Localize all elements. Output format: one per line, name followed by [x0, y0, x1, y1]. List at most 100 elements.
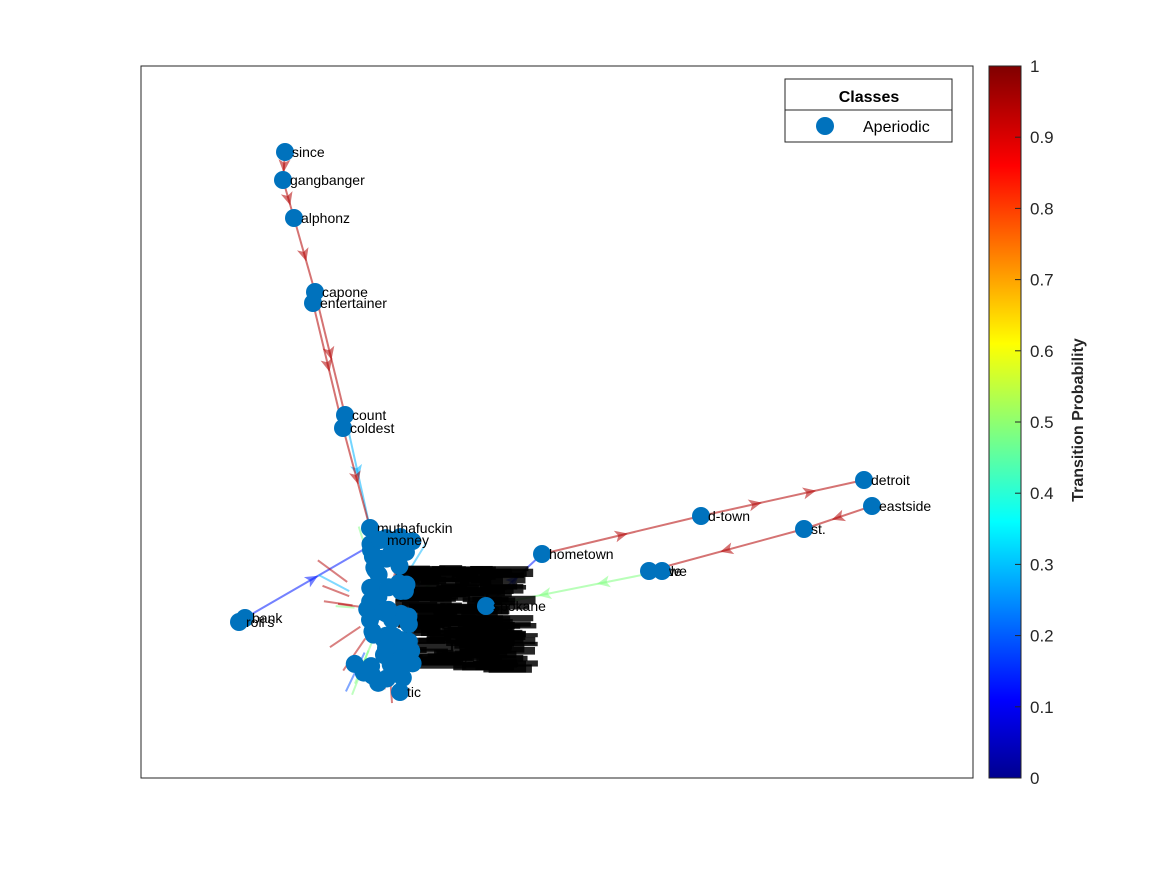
colorbar-tick-label: 0.9 [1030, 128, 1054, 147]
node-roll-s: roll's [230, 613, 274, 631]
cluster-node [364, 625, 383, 644]
cluster-node [369, 565, 388, 584]
edge-entertainer-to-coldest [312, 302, 344, 429]
node-coldest: coldest [334, 419, 394, 437]
cluster-node [379, 600, 398, 619]
node-label-bank: bank [252, 610, 283, 626]
cluster-label-ink [429, 630, 458, 636]
node-label-alphonz: alphonz [301, 210, 350, 226]
cluster-label-ink [476, 566, 496, 574]
cluster-label-ink [481, 656, 503, 665]
cluster-edge-stub [318, 574, 350, 593]
cluster-label-ink [414, 628, 438, 634]
cluster-label-ink [463, 633, 509, 641]
legend-marker-aperiodic [816, 117, 834, 135]
cluster-edge-stub [335, 605, 355, 609]
node-label-eastside: eastside [879, 498, 931, 514]
node-tic: tic [391, 683, 421, 701]
cluster-label-ink [436, 586, 457, 594]
cluster-label-ink [483, 664, 527, 673]
dense-cluster [317, 526, 538, 704]
edge-hometown-to-d-town [541, 515, 702, 555]
node-label-st: st. [811, 521, 826, 537]
cluster-label-ink [409, 605, 459, 613]
cluster-edge-stub [317, 559, 348, 583]
node-st: st. [795, 520, 826, 538]
cluster-label-ink [479, 622, 537, 629]
edge-eastside-to-st [803, 505, 873, 530]
edge-capone-to-count [314, 291, 346, 416]
cluster-label-ink [451, 605, 492, 615]
cluster-node [345, 654, 364, 673]
cluster-label-ink [472, 660, 527, 666]
cluster-label-ink [487, 595, 536, 605]
cluster-label-ink [459, 637, 515, 645]
colorbar: 0 0.1 0.2 0.3 0.4 0.5 0.6 0.7 0.8 0.9 1 Transition… [988, 57, 1087, 788]
cluster-edge-stub [329, 625, 361, 649]
cluster-label-ink [402, 595, 436, 601]
node-label-spokane: spokane [493, 598, 546, 614]
cluster-node [399, 615, 418, 634]
colorbar-tick-label: 0.4 [1030, 484, 1054, 503]
cluster-label-ink [481, 589, 524, 594]
colorbar-tick-label: 0.2 [1030, 627, 1054, 646]
node-hometown: hometown [533, 545, 614, 563]
cluster-label-ink [474, 603, 529, 610]
edge-coldest-to-muthafuckin [342, 427, 371, 529]
legend: Classes Aperiodic [784, 78, 953, 143]
node-label-money: money [387, 532, 429, 548]
colorbar-tick-label: 0.3 [1030, 555, 1054, 574]
cluster-node [361, 592, 380, 611]
cluster-node [403, 654, 422, 673]
node-since: since [276, 143, 325, 161]
node-spokane: spokane [477, 597, 546, 615]
node-label-hometown: hometown [549, 546, 614, 562]
cluster-label-ink [479, 627, 509, 635]
cluster-label-ink [410, 653, 435, 660]
cluster-label-ink [395, 648, 448, 653]
cluster-label-ink [450, 589, 485, 597]
node-eastside: eastside [863, 497, 931, 515]
colorbar-tick-label: 0.6 [1030, 342, 1054, 361]
node-label-detroit: detroit [871, 472, 910, 488]
cluster-edge-stub [323, 600, 353, 607]
colorbar-tick-label: 0.7 [1030, 271, 1054, 290]
cluster-label-ink [488, 585, 507, 591]
node-west: we [653, 562, 687, 580]
cluster-edge-stub [322, 584, 350, 598]
edge-d-town-to-detroit [700, 479, 865, 517]
colorbar-title: Transition Probability [1070, 338, 1087, 502]
cluster-label-ink [434, 649, 454, 659]
edge-alphonz-to-capone [293, 217, 316, 293]
cluster-label-ink [455, 615, 504, 622]
cluster-label-ink [479, 646, 536, 655]
node-label-count: count [352, 407, 386, 423]
cluster-label-ink [470, 566, 529, 572]
cluster-node [359, 662, 378, 681]
node-label-since: since [292, 144, 325, 160]
legend-title: Classes [839, 89, 900, 106]
cluster-label-ink [395, 599, 452, 607]
cluster-node [391, 528, 410, 547]
cluster-label-ink [398, 609, 444, 617]
colorbar-tick-label: 0.1 [1030, 698, 1054, 717]
cluster-label-ink [455, 574, 486, 582]
cluster-label-ink [395, 569, 442, 578]
cluster-label-ink [401, 637, 446, 644]
node-gangbanger: gangbanger [274, 171, 365, 189]
cluster-label-ink [429, 634, 452, 641]
plot-area [140, 65, 974, 779]
cluster-node [363, 547, 382, 566]
cluster-label-ink [477, 609, 510, 615]
node-capone: capone [306, 283, 368, 301]
cluster-node [377, 639, 396, 658]
cluster-label-ink [412, 661, 467, 669]
node-label-d-town: d-town [708, 508, 750, 524]
cluster-label-ink [489, 619, 513, 626]
cluster-label-ink [420, 615, 461, 620]
colorbar-ticks: 0 0.1 0.2 0.3 0.4 0.5 0.6 0.7 0.8 0.9 1 [1015, 57, 1054, 788]
node-muthafuckin: muthafuckin [361, 519, 452, 537]
cluster-label-ink [428, 616, 463, 626]
